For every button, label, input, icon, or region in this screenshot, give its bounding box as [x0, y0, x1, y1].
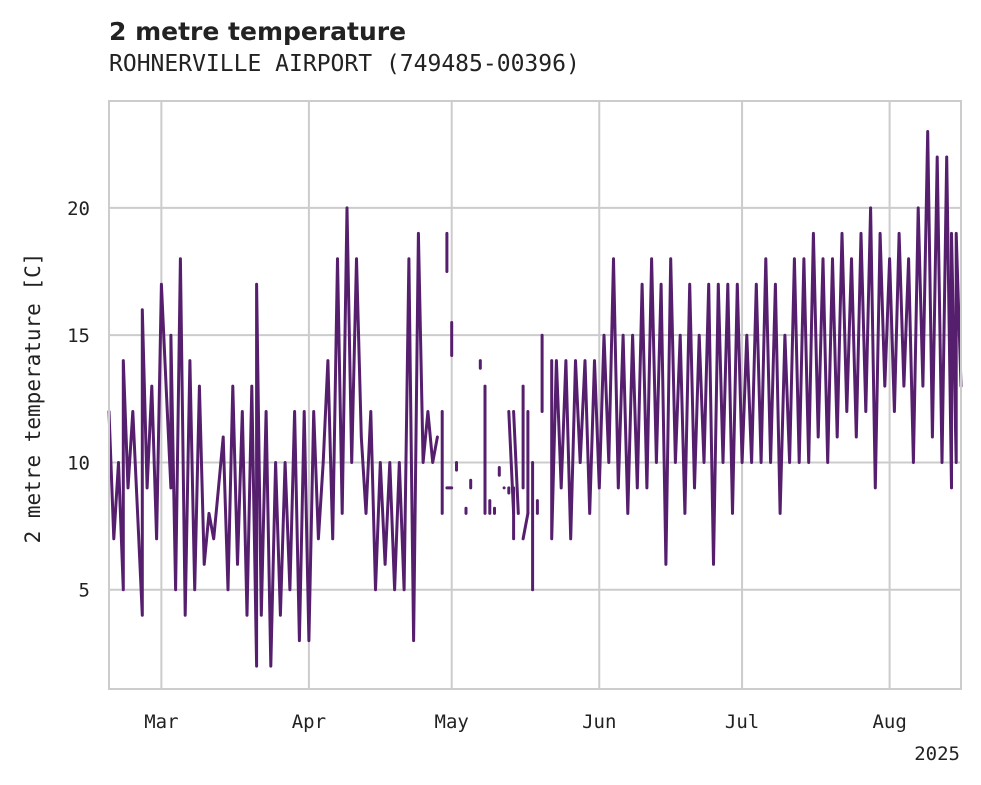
x-tick-label: Jun	[582, 711, 616, 733]
x-tick-label: Apr	[292, 711, 326, 733]
y-tick-label: 20	[67, 198, 90, 220]
x-tick-label: Aug	[872, 711, 906, 733]
y-tick-label: 10	[67, 452, 90, 474]
x-tick-label: Mar	[144, 711, 178, 733]
temperature-series-line	[107, 206, 439, 668]
y-axis-label: 2 metre temperature [C]	[21, 253, 45, 544]
chart-title: 2 metre temperature	[109, 17, 407, 46]
x-tick-label: Jul	[725, 711, 759, 733]
x-year-label: 2025	[914, 743, 960, 765]
y-tick-label: 5	[79, 580, 90, 602]
temperature-series-line	[550, 130, 963, 566]
y-tick-label: 15	[67, 325, 90, 347]
temperature-series-line	[512, 410, 520, 515]
tick-layer: 5 10 15 20 Mar Apr May Jun Jul Aug	[67, 198, 907, 733]
temperature-series-line	[521, 511, 530, 541]
chart-subtitle: ROHNERVILLE AIRPORT (749485-00396)	[109, 51, 580, 77]
series-layer	[107, 130, 963, 668]
plot-frame	[108, 100, 962, 690]
grid-layer	[109, 101, 961, 689]
x-tick-label: May	[435, 711, 469, 733]
